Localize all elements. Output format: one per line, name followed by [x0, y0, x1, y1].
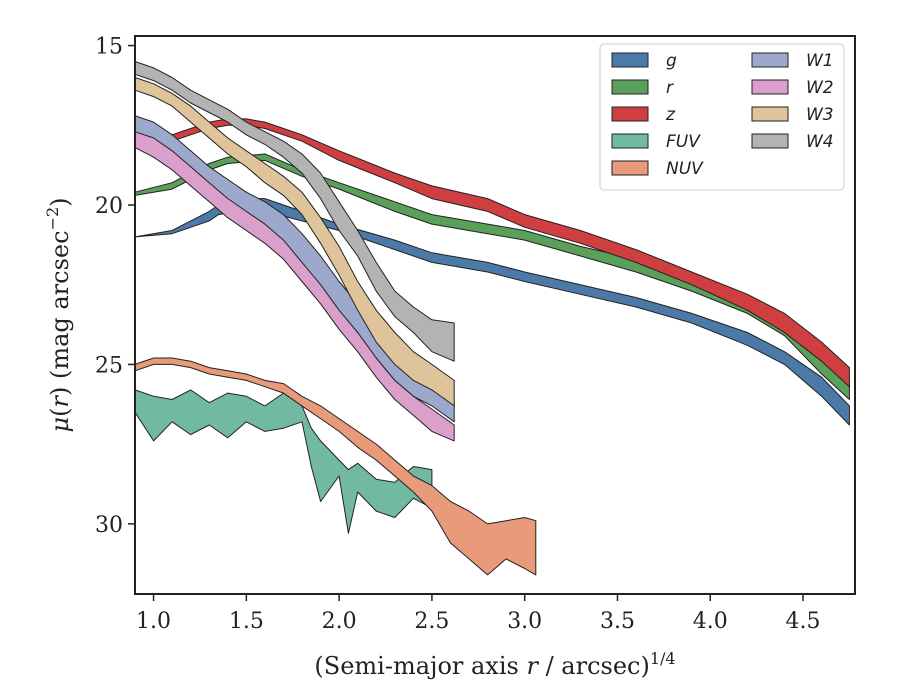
- x-tick-label: 1.5: [229, 609, 264, 634]
- y-tick-label: 25: [95, 353, 123, 378]
- legend-swatch-NUV: [611, 160, 649, 176]
- legend-swatch-FUV: [611, 133, 649, 149]
- y-axis-title: μ(r) (mag arcsec−2): [43, 197, 74, 432]
- bands-layer: [134, 61, 850, 576]
- y-axis-title-open: (: [46, 408, 74, 417]
- legend-swatch-W4: [751, 133, 789, 149]
- legend-label-W3: W3: [806, 105, 834, 125]
- x-tick-label: 1.0: [136, 609, 171, 634]
- x-axis: 1.0 1.5 2.0 2.5 3.0 3.5 4.0 4.5: [136, 594, 821, 634]
- band-W4: [134, 61, 455, 362]
- x-tick-label: 2.5: [414, 609, 449, 634]
- x-tick-label: 2.0: [322, 609, 357, 634]
- legend-swatch-W1: [751, 52, 789, 68]
- legend-label-NUV: NUV: [666, 159, 704, 179]
- plot-frame: [134, 35, 856, 595]
- x-axis-title-var: r: [526, 652, 539, 680]
- x-tick-label: 3.0: [507, 609, 542, 634]
- band-NUV: [134, 357, 537, 576]
- legend-swatch-z: [611, 106, 649, 122]
- legend-label-FUV: FUV: [666, 132, 701, 152]
- y-axis-title-close: ): [46, 387, 74, 396]
- legend-label-W2: W2: [806, 78, 834, 98]
- x-axis-title-post: / arcsec): [538, 652, 650, 680]
- band-W3: [134, 77, 455, 407]
- y-axis-title-arg: r: [46, 395, 74, 408]
- x-axis-title-pre: (Semi-major axis: [314, 652, 526, 680]
- x-tick-label: 3.5: [600, 609, 635, 634]
- legend-swatch-W3: [751, 106, 789, 122]
- legend-swatch-W2: [751, 79, 789, 95]
- y-axis-title-var: μ: [46, 417, 74, 433]
- legend-swatch-r: [611, 79, 649, 95]
- y-axis-title-rest: (mag arcsec: [46, 230, 74, 386]
- y-axis-title-end: ): [46, 197, 74, 206]
- legend-label-g: g: [666, 51, 677, 71]
- legend-swatch-g: [611, 52, 649, 68]
- x-axis-title-sup: 1/4: [650, 649, 676, 668]
- legend-label-W1: W1: [806, 51, 834, 71]
- x-axis-title: (Semi-major axis r / arcsec)1/4: [314, 649, 675, 680]
- band-z: [134, 118, 850, 388]
- y-tick-label: 30: [95, 513, 123, 538]
- legend: grz FUV NUV W1 W2 W3 W4: [599, 43, 845, 191]
- y-tick-label: 15: [95, 35, 123, 60]
- y-tick-label: 20: [95, 194, 123, 219]
- x-tick-label: 4.0: [693, 609, 728, 634]
- legend-label-z: z: [665, 105, 676, 125]
- y-axis-title-sup: −2: [43, 207, 62, 231]
- band-W2: [134, 131, 455, 442]
- y-axis: 15 20 25 30: [95, 35, 135, 538]
- legend-label-r: r: [666, 78, 674, 98]
- x-tick-label: 4.5: [786, 609, 821, 634]
- legend-label-W4: W4: [806, 132, 834, 152]
